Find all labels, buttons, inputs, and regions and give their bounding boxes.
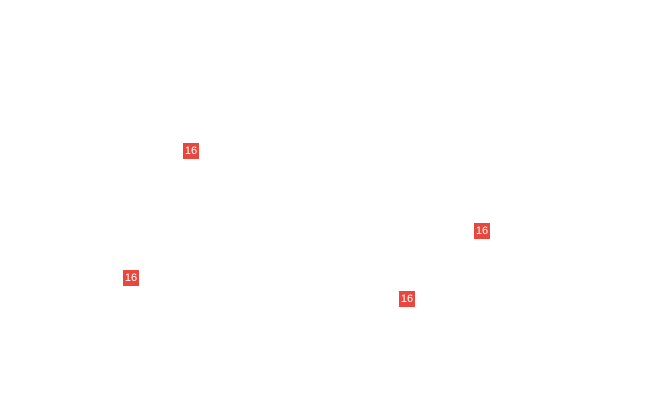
part-marker-label: 16 — [475, 224, 489, 237]
part-marker-label: 16 — [124, 271, 138, 284]
part-marker[interactable]: 16 — [474, 223, 490, 239]
part-marker-label: 16 — [400, 292, 414, 305]
part-marker[interactable]: 16 — [123, 270, 139, 286]
part-marker-label: 16 — [184, 144, 198, 157]
part-marker[interactable]: 16 — [183, 143, 199, 159]
part-marker[interactable]: 16 — [399, 291, 415, 307]
